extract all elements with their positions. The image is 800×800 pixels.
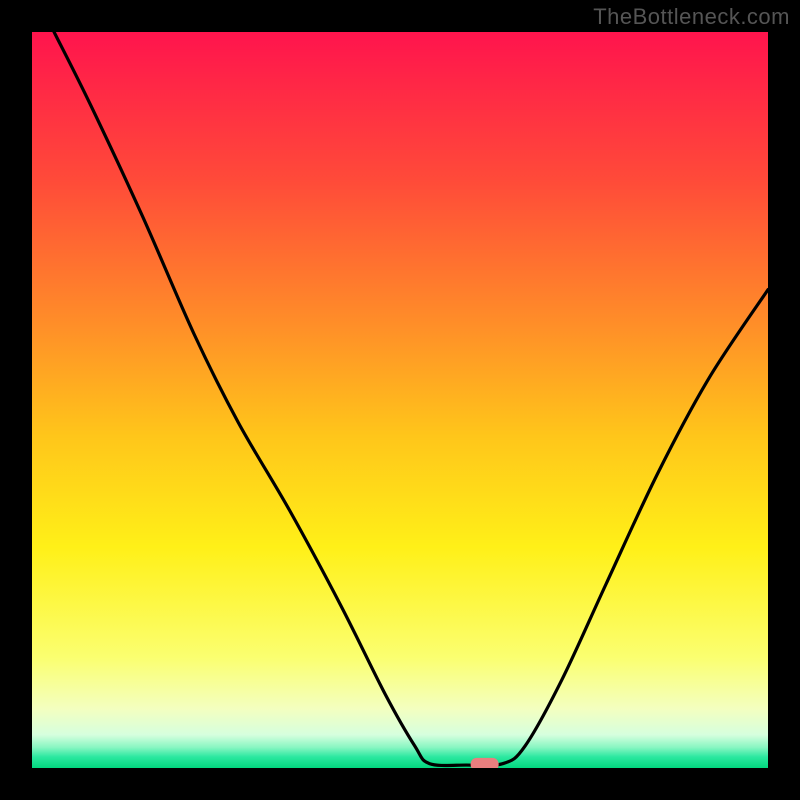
plot-area: [32, 32, 768, 768]
watermark-text: TheBottleneck.com: [593, 4, 790, 30]
chart-container: { "watermark": "TheBottleneck.com", "cha…: [0, 0, 800, 800]
bottleneck-chart: [32, 32, 768, 768]
